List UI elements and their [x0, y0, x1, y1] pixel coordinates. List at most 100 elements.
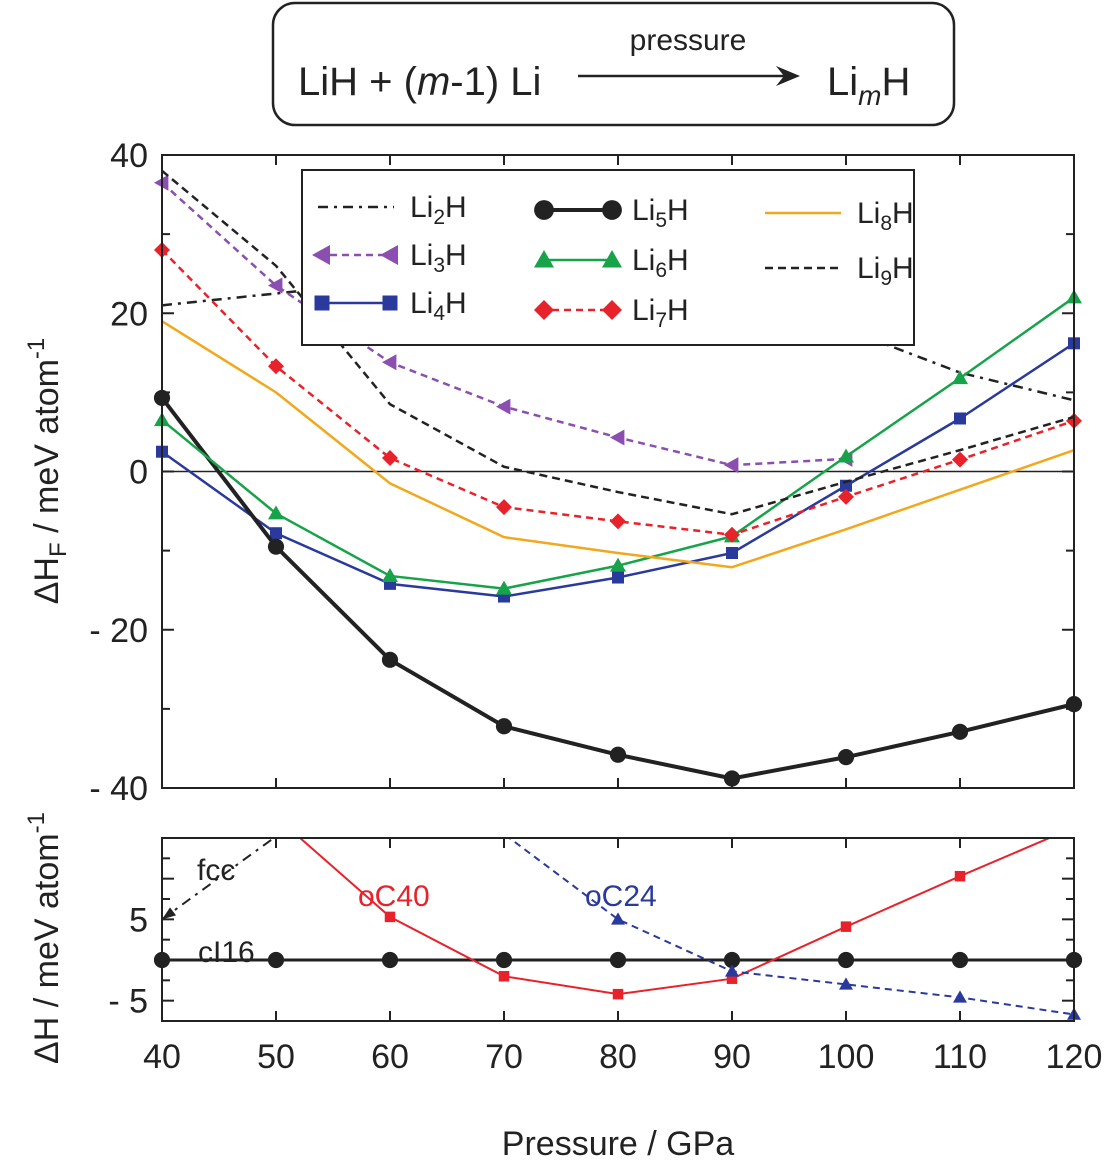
point-ci16 — [495, 951, 513, 969]
point-li7h — [610, 513, 626, 530]
point-li3h — [724, 457, 739, 474]
series-li6h — [154, 289, 1082, 595]
point-oc40 — [612, 988, 624, 1000]
legend-marker — [382, 295, 398, 311]
top-y-tick-labels: 40 20 0 - 20 - 40 — [89, 137, 148, 808]
point-li3h — [268, 277, 283, 294]
top-y-tick-label: - 20 — [89, 612, 148, 650]
bottom-panel: 5 - 5 40 50 60 70 80 90 100 110 120 ΔH / meV atom… — [23, 812, 1102, 1163]
series-oc40 — [298, 838, 1052, 1000]
point-li5h — [837, 749, 855, 766]
point-li3h — [496, 398, 511, 415]
top-plot-frame — [161, 154, 1075, 789]
point-li5h — [951, 723, 969, 740]
point-ci16 — [267, 951, 285, 969]
annotation-fcc: fcc — [197, 854, 235, 887]
x-tick-labels: 40 50 60 70 80 90 100 110 120 — [143, 1038, 1102, 1076]
line-li5h — [160, 396, 1075, 781]
point-li7h — [496, 499, 512, 516]
x-tick-label: 90 — [713, 1038, 751, 1076]
point-oc24 — [839, 977, 853, 990]
point-oc24 — [953, 990, 967, 1003]
point-oc24 — [725, 964, 739, 977]
legend-label: Li7H — [632, 294, 689, 332]
point-li6h — [952, 370, 968, 385]
legend-marker — [314, 295, 330, 311]
point-li5h — [381, 651, 399, 668]
point-li5h — [495, 718, 513, 735]
point-oc24 — [611, 912, 625, 925]
point-li7h — [268, 358, 284, 375]
legend-entry-li6h: Li6H — [534, 244, 689, 282]
bottom-annotations: fcc oC40 oC24 cI16 — [197, 854, 657, 969]
legend-marker — [534, 300, 554, 320]
reaction-box: LiH + (m-1) Li pressure LimH — [271, 1, 956, 127]
point-li6h — [496, 580, 512, 595]
point-li7h — [382, 450, 398, 467]
point-fcc — [276, 824, 290, 836]
series-li7h — [154, 241, 1082, 543]
x-tick-label: 50 — [257, 1038, 295, 1076]
point-li6h — [268, 505, 284, 520]
x-tick-label: 100 — [818, 1038, 875, 1076]
legend-entry-li7h: Li7H — [534, 294, 689, 332]
annotation-oc40: oC40 — [358, 880, 430, 913]
legend-label: Li9H — [857, 252, 914, 290]
series-li4h — [156, 337, 1080, 603]
x-tick-label: 120 — [1046, 1038, 1103, 1076]
point-ci16 — [951, 951, 969, 969]
bottom-series — [153, 824, 1083, 1020]
x-axis-title: Pressure / GPa — [502, 1125, 735, 1163]
point-oc40 — [954, 870, 966, 882]
point-ci16 — [837, 951, 855, 969]
series-fcc — [161, 824, 290, 921]
reaction-product: LimH — [827, 60, 910, 111]
point-li6h — [382, 567, 398, 582]
point-oc40 — [726, 973, 738, 984]
point-li7h — [724, 526, 740, 543]
legend-entry-li8h: Li8H — [765, 197, 914, 235]
legend-label: Li6H — [632, 244, 689, 282]
reaction-arrow-label: pressure — [630, 24, 747, 57]
point-li7h — [952, 451, 968, 468]
point-li4h — [954, 412, 966, 425]
legend-entry-li3h: Li3H — [312, 239, 467, 277]
legend-label: Li5H — [632, 194, 689, 232]
point-oc40 — [840, 921, 852, 932]
legend-label: Li8H — [857, 197, 914, 235]
legend-entry-li2h: Li2H — [318, 191, 467, 229]
annotation-ci16: cI16 — [198, 936, 255, 969]
bottom-y-axis-title: ΔH / meV atom-1 — [23, 812, 66, 1064]
point-li5h — [609, 746, 627, 763]
series-li3h — [154, 174, 853, 474]
point-li5h — [723, 770, 741, 787]
top-y-tick-label: - 40 — [89, 770, 148, 808]
bottom-y-tick-label: 5 — [129, 901, 148, 939]
point-ci16 — [723, 951, 741, 969]
legend-marker — [602, 250, 622, 268]
top-y-tick-label: 40 — [110, 137, 148, 175]
legend-marker — [380, 245, 398, 265]
point-li6h — [838, 448, 854, 463]
legend-marker — [602, 300, 622, 320]
x-tick-label: 70 — [485, 1038, 523, 1076]
bottom-y-tick-label: - 5 — [108, 983, 148, 1021]
legend-label: Li4H — [410, 287, 467, 325]
bottom-y-tick-labels: 5 - 5 — [108, 901, 148, 1020]
legend-marker — [534, 250, 554, 268]
point-li3h — [610, 429, 625, 446]
point-li6h — [610, 557, 626, 572]
point-ci16 — [381, 951, 399, 969]
point-li4h — [612, 571, 624, 584]
top-y-axis-title: ΔHF / meV atom-1 — [23, 338, 72, 605]
legend-marker — [602, 200, 622, 220]
series-ci16 — [153, 951, 1083, 969]
legend-entry-li4h: Li4H — [314, 287, 467, 325]
x-tick-label: 40 — [143, 1038, 181, 1076]
point-fcc — [162, 907, 176, 920]
point-li5h — [267, 538, 285, 555]
series-li8h — [161, 320, 1075, 569]
point-li4h — [726, 546, 738, 559]
